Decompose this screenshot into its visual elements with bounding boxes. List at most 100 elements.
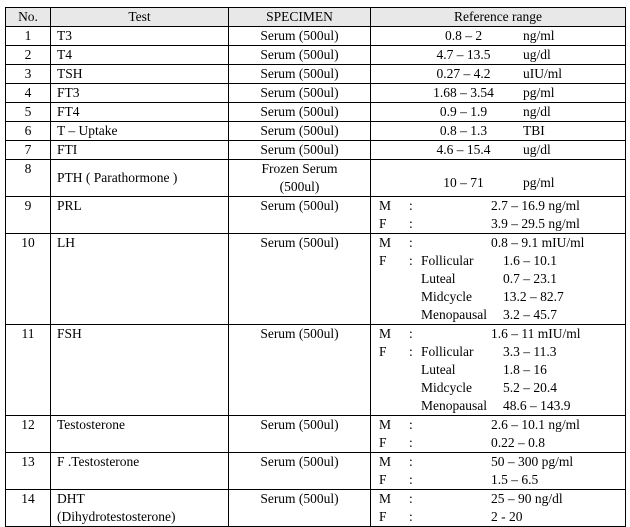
test-name-cell: F .Testosterone bbox=[50, 452, 229, 490]
colon: : bbox=[409, 326, 413, 341]
reference-line: M: 25 – 90 ng/dl bbox=[371, 490, 625, 508]
range-value: 0.8 – 1.3 bbox=[439, 123, 488, 138]
specimen-cell: Serum (500ul) bbox=[228, 489, 371, 527]
reference-range-cell: M: 1.6 – 11 mIU/ml F: Follicular 3.3 – 11.3 L… bbox=[370, 324, 626, 416]
range-value: 4.7 – 13.5 bbox=[436, 47, 491, 62]
colon: : bbox=[409, 235, 413, 250]
test-name: FTI bbox=[57, 142, 78, 157]
test-name-cell: FTI bbox=[50, 140, 229, 160]
phase-label: Midcycle bbox=[421, 380, 472, 395]
colon: : bbox=[409, 417, 413, 432]
header-reference: Reference range bbox=[370, 7, 626, 27]
reference-line: M: 2.6 – 10.1 ng/ml bbox=[371, 416, 625, 434]
table-row: 1 T3 Serum (500ul) 0.8 – 2 ng/ml bbox=[5, 26, 626, 46]
reference-line: F: 1.5 – 6.5 bbox=[371, 471, 625, 489]
range-unit: ng/ml bbox=[523, 28, 555, 43]
specimen: Frozen Serum bbox=[261, 161, 338, 176]
sex-label: F bbox=[379, 472, 387, 487]
reference-line: 0.27 – 4.2 uIU/ml bbox=[371, 65, 625, 83]
test-name: FSH bbox=[57, 326, 82, 341]
row-number: 7 bbox=[5, 140, 51, 160]
range-value: 50 – 300 pg/ml bbox=[491, 454, 574, 469]
table-row: 6 T – Uptake Serum (500ul) 0.8 – 1.3 TBI bbox=[5, 121, 626, 141]
specimen: Serum (500ul) bbox=[260, 454, 339, 469]
range-unit: pg/ml bbox=[523, 174, 555, 190]
sex-label: F bbox=[379, 216, 387, 231]
range-value: 3.9 – 29.5 ng/ml bbox=[491, 216, 580, 231]
reference-line: Menopausal 3.2 – 45.7 bbox=[371, 306, 625, 324]
reference-line: Luteal 1.8 – 16 bbox=[371, 361, 625, 379]
row-number: 2 bbox=[5, 45, 51, 65]
reference-line: Midcycle 13.2 – 82.7 bbox=[371, 288, 625, 306]
reference-line: 10 – 71 pg/ml bbox=[371, 174, 625, 192]
row-number: 5 bbox=[5, 102, 51, 122]
test-name-cell: Testosterone bbox=[50, 415, 229, 453]
reference-range-cell: 0.8 – 2 ng/ml bbox=[370, 26, 626, 46]
reference-line: Menopausal 48.6 – 143.9 bbox=[371, 397, 625, 415]
specimen: (500ul) bbox=[279, 179, 320, 194]
table-row: 13 F .Testosterone Serum (500ul) M: 50 – 300… bbox=[5, 452, 626, 490]
test-name-cell: FT3 bbox=[50, 83, 229, 103]
header-specimen: SPECIMEN bbox=[228, 7, 371, 27]
range-value: 1.5 – 6.5 bbox=[491, 472, 539, 487]
table-row: 9 PRL Serum (500ul) M: 2.7 – 16.9 ng/ml F: 3.9… bbox=[5, 196, 626, 234]
test-name: T4 bbox=[57, 47, 72, 62]
specimen: Serum (500ul) bbox=[260, 326, 339, 341]
specimen: Serum (500ul) bbox=[260, 104, 339, 119]
range-unit: pg/ml bbox=[523, 85, 555, 100]
header-no: No. bbox=[5, 7, 51, 27]
reference-range-cell: M: 25 – 90 ng/dl F: 2 - 20 bbox=[370, 489, 626, 527]
range-value: 13.2 – 82.7 bbox=[503, 289, 564, 304]
reference-range-cell: M: 2.7 – 16.9 ng/ml F: 3.9 – 29.5 ng/ml bbox=[370, 196, 626, 234]
range-value: 2 - 20 bbox=[491, 509, 523, 524]
reference-line: 4.6 – 15.4 ug/dl bbox=[371, 141, 625, 159]
range-value: 2.6 – 10.1 ng/ml bbox=[491, 417, 580, 432]
colon: : bbox=[409, 454, 413, 469]
specimen-cell: Frozen Serum (500ul) bbox=[228, 159, 371, 197]
reference-range-cell: 0.8 – 1.3 TBI bbox=[370, 121, 626, 141]
sex-label: F bbox=[379, 253, 387, 268]
header-test: Test bbox=[50, 7, 229, 27]
range-value: 48.6 – 143.9 bbox=[503, 398, 571, 413]
range-value: 1.8 – 16 bbox=[503, 362, 547, 377]
sex-label: F bbox=[379, 509, 387, 524]
row-number: 3 bbox=[5, 64, 51, 84]
table-row: 2 T4 Serum (500ul) 4.7 – 13.5 ug/dl bbox=[5, 45, 626, 65]
reference-line: 0.8 – 2 ng/ml bbox=[371, 27, 625, 45]
specimen-cell: Serum (500ul) bbox=[228, 26, 371, 46]
phase-label: Menopausal bbox=[421, 398, 487, 413]
specimen: Serum (500ul) bbox=[260, 85, 339, 100]
reference-line: F: 2 - 20 bbox=[371, 508, 625, 526]
header-row: No. Test SPECIMEN Reference range bbox=[5, 7, 626, 27]
colon: : bbox=[409, 491, 413, 506]
row-number: 1 bbox=[5, 26, 51, 46]
reference-line: F: 3.9 – 29.5 ng/ml bbox=[371, 215, 625, 233]
row-number: 11 bbox=[5, 324, 51, 416]
phase-label: Follicular bbox=[421, 344, 474, 359]
test-name-cell: T4 bbox=[50, 45, 229, 65]
colon: : bbox=[409, 216, 413, 231]
colon: : bbox=[409, 198, 413, 213]
colon: : bbox=[409, 435, 413, 450]
range-unit: ng/dl bbox=[523, 104, 551, 119]
test-name: TSH bbox=[57, 66, 83, 81]
test-name-cell: TSH bbox=[50, 64, 229, 84]
specimen-cell: Serum (500ul) bbox=[228, 102, 371, 122]
specimen-cell: Serum (500ul) bbox=[228, 45, 371, 65]
test-name: DHT bbox=[57, 491, 85, 506]
row-number: 4 bbox=[5, 83, 51, 103]
reference-range-cell: M: 2.6 – 10.1 ng/ml F: 0.22 – 0.8 bbox=[370, 415, 626, 453]
table-row: 11 FSH Serum (500ul) M: 1.6 – 11 mIU/ml F: Fol… bbox=[5, 324, 626, 416]
row-number: 6 bbox=[5, 121, 51, 141]
reference-line: 0.9 – 1.9 ng/dl bbox=[371, 103, 625, 121]
reference-range-cell: 1.68 – 3.54 pg/ml bbox=[370, 83, 626, 103]
range-value: 1.68 – 3.54 bbox=[433, 85, 494, 100]
specimen: Serum (500ul) bbox=[260, 47, 339, 62]
test-name-cell: FSH bbox=[50, 324, 229, 416]
reference-line: 4.7 – 13.5 ug/dl bbox=[371, 46, 625, 64]
test-name: T3 bbox=[57, 28, 72, 43]
range-value: 5.2 – 20.4 bbox=[503, 380, 557, 395]
reference-range-cell: 4.6 – 15.4 ug/dl bbox=[370, 140, 626, 160]
table-row: 14 DHT (Dihydrotestosterone) Serum (500ul) M… bbox=[5, 489, 626, 527]
row-number: 14 bbox=[5, 489, 51, 527]
